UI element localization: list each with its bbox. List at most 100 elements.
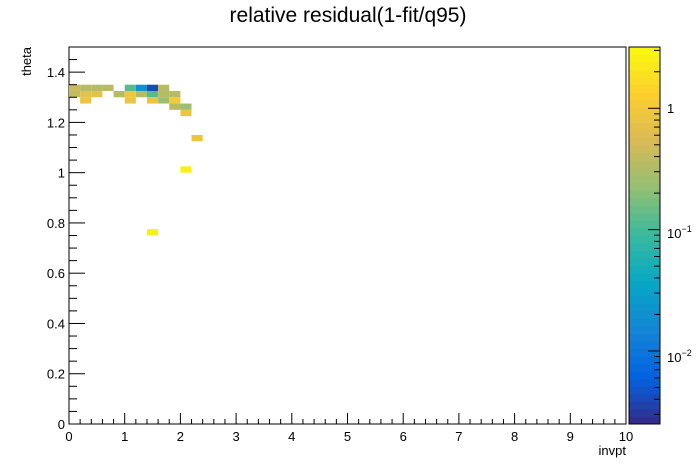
- heatmap-cell: [124, 97, 136, 104]
- x-tick-label: 5: [344, 429, 351, 444]
- plot-frame: [68, 46, 627, 425]
- colorbar-band: [629, 310, 660, 319]
- colorbar-band: [629, 190, 660, 199]
- heatmap-cell: [146, 84, 159, 91]
- y-axis-label: theta: [19, 46, 34, 76]
- colorbar-band: [629, 47, 660, 56]
- colorbar-band: [629, 378, 660, 387]
- heatmap-cell: [124, 84, 136, 91]
- heatmap-cell: [91, 90, 103, 98]
- colorbar-band: [629, 137, 660, 146]
- colorbar-band: [629, 325, 660, 335]
- x-tick-label: 6: [400, 429, 407, 444]
- colorbar-band: [629, 99, 660, 108]
- y-tick-label: 1.2: [47, 115, 65, 130]
- colorbar-band: [629, 54, 660, 63]
- y-tick-label: 0: [58, 417, 65, 432]
- colorbar-band: [629, 341, 660, 350]
- colorbar-band: [629, 386, 660, 395]
- colorbar-band: [629, 205, 660, 214]
- colorbar-band: [629, 160, 660, 169]
- colorbar-band: [629, 69, 660, 78]
- heatmap-cell: [191, 134, 203, 142]
- heatmap-cell: [91, 84, 103, 91]
- x-tick-label: 8: [511, 429, 518, 444]
- colorbar-band: [629, 77, 660, 86]
- y-tick-label: 1: [58, 166, 65, 181]
- heatmap-cell: [113, 90, 125, 98]
- colorbar-tick-label-1: 1: [667, 101, 674, 116]
- y-tick-label: 0.8: [47, 216, 65, 231]
- colorbar-band: [629, 145, 660, 154]
- heatmap-cell: [169, 103, 181, 110]
- colorbar-band: [629, 197, 660, 206]
- heatmap-cell: [180, 109, 192, 117]
- x-tick-label: 7: [455, 429, 462, 444]
- colorbar-band: [629, 129, 660, 138]
- x-tick-label: 1: [121, 429, 128, 444]
- colorbar-band: [629, 371, 660, 380]
- colorbar-band: [629, 152, 660, 161]
- x-tick-label: 3: [232, 429, 239, 444]
- colorbar-band: [629, 243, 660, 252]
- colorbar-band: [629, 393, 660, 402]
- colorbar-band: [629, 84, 660, 93]
- y-tick-label: 0.2: [47, 367, 65, 382]
- heatmap-cell: [158, 84, 170, 91]
- colorbar-band: [629, 408, 660, 417]
- colorbar-band: [629, 273, 660, 282]
- heatmap-cell: [80, 90, 92, 98]
- heatmap-cell: [158, 90, 170, 98]
- y-axis: 0 0.2 0.4 0.6 0.8 1 1.2 1.4: [47, 46, 85, 432]
- colorbar-band: [629, 175, 660, 184]
- colorbar-band: [629, 235, 660, 244]
- x-tick-label: 10: [619, 429, 633, 444]
- colorbar: 10−2 10−1 1: [628, 46, 692, 425]
- heatmap-cell: [146, 97, 159, 104]
- colorbar-band: [629, 416, 660, 425]
- colorbar-band: [629, 401, 660, 410]
- x-tick-label: 0: [65, 429, 72, 444]
- heatmap-cell: [80, 84, 92, 91]
- heatmap-cell: [80, 97, 92, 104]
- heatmap-cell: [102, 84, 114, 91]
- heatmap-cell: [146, 229, 159, 236]
- colorbar-band: [629, 280, 660, 289]
- colorbar-band: [629, 356, 660, 365]
- colorbar-band: [629, 220, 660, 229]
- chart-title: relative residual(1-fit/q95): [230, 4, 467, 27]
- colorbar-band: [629, 318, 660, 327]
- colorbar-band: [629, 122, 660, 131]
- colorbar-band: [629, 92, 660, 101]
- x-axis: 0 1 2 3 4 5 6 7 8 9 10: [65, 413, 633, 444]
- colorbar-band: [629, 250, 660, 259]
- colorbar-band: [629, 167, 660, 176]
- y-tick-label: 0.4: [47, 316, 65, 331]
- heatmap-cell: [69, 84, 81, 91]
- plot-area: 0 1 2 3 4 5 6 7 8 9 10 0 0.2 0.4 0.6 0.8 1 1.2 1.4: [47, 46, 633, 444]
- colorbar-band: [629, 114, 660, 123]
- colorbar-band: [629, 182, 660, 191]
- y-tick-label: 1.4: [47, 65, 65, 80]
- heatmap-cell: [69, 90, 81, 98]
- heatmap-cell: [124, 90, 136, 98]
- colorbar-band: [629, 295, 660, 304]
- heatmap-cell: [146, 90, 159, 98]
- colorbar-band: [629, 62, 660, 71]
- colorbar-band: [629, 288, 660, 297]
- heatmap-cell: [169, 97, 181, 104]
- colorbar-tick-label-1e-2: 10−2: [667, 348, 692, 365]
- heatmap-cells: [69, 84, 203, 236]
- colorbar-band: [629, 227, 660, 236]
- colorbar-band: [629, 348, 660, 357]
- colorbar-band: [629, 303, 660, 312]
- colorbar-band: [629, 258, 660, 267]
- heatmap-cell: [135, 90, 147, 98]
- heatmap-cell: [135, 84, 147, 91]
- heatmap-cell: [158, 97, 170, 104]
- colorbar-band: [629, 333, 660, 342]
- heatmap-cell: [180, 103, 192, 110]
- x-tick-label: 2: [177, 429, 184, 444]
- x-tick-label: 4: [288, 429, 295, 444]
